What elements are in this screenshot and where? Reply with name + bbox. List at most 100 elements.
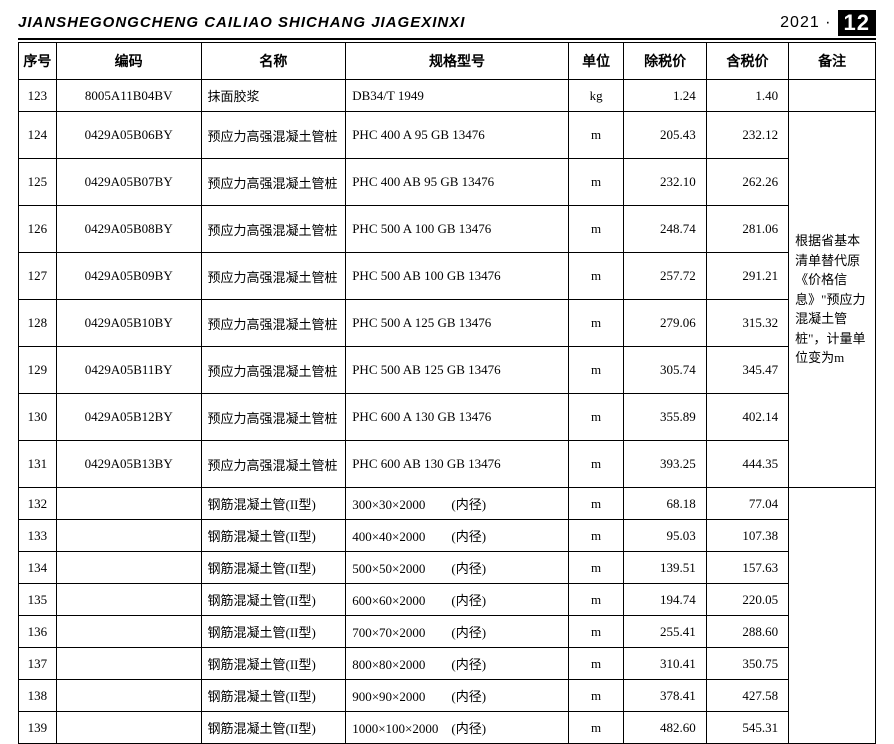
table-row: 1290429A05B11BY预应力高强混凝土管桩PHC 500 AB 125 … [19,347,876,394]
cell-seq: 135 [19,584,57,616]
cell-name: 钢筋混凝土管(II型) [201,680,346,712]
cell-unit: kg [568,80,624,112]
cell-price-ex: 95.03 [624,520,706,552]
cell-unit: m [568,488,624,520]
cell-unit: m [568,253,624,300]
cell-price-inc: 291.21 [706,253,788,300]
cell-unit: m [568,648,624,680]
col-name: 名称 [201,43,346,80]
cell-name: 钢筋混凝土管(II型) [201,648,346,680]
cell-code: 0429A05B10BY [56,300,201,347]
table-row: 1238005A11B04BV抹面胶浆DB34/T 1949kg1.241.40 [19,80,876,112]
col-seq: 序号 [19,43,57,80]
cell-price-ex: 482.60 [624,712,706,744]
cell-price-inc: 402.14 [706,394,788,441]
cell-seq: 134 [19,552,57,584]
cell-name: 钢筋混凝土管(II型) [201,712,346,744]
cell-code [56,488,201,520]
cell-name: 预应力高强混凝土管桩 [201,441,346,488]
cell-code [56,552,201,584]
cell-price-inc: 427.58 [706,680,788,712]
cell-note [789,80,876,112]
cell-price-ex: 255.41 [624,616,706,648]
col-unit: 单位 [568,43,624,80]
cell-spec: PHC 400 A 95 GB 13476 [346,112,569,159]
cell-price-ex: 378.41 [624,680,706,712]
cell-price-ex: 68.18 [624,488,706,520]
cell-unit: m [568,159,624,206]
table-row: 1270429A05B09BY预应力高强混凝土管桩PHC 500 AB 100 … [19,253,876,300]
cell-spec: 500×50×2000 (内径) [346,552,569,584]
cell-seq: 125 [19,159,57,206]
cell-seq: 127 [19,253,57,300]
header-issue: 2021 · 12 [780,10,876,36]
cell-seq: 139 [19,712,57,744]
cell-price-inc: 77.04 [706,488,788,520]
cell-seq: 124 [19,112,57,159]
cell-note [789,488,876,744]
cell-name: 钢筋混凝土管(II型) [201,552,346,584]
cell-code [56,712,201,744]
cell-seq: 133 [19,520,57,552]
cell-seq: 132 [19,488,57,520]
cell-seq: 130 [19,394,57,441]
cell-code: 8005A11B04BV [56,80,201,112]
cell-name: 钢筋混凝土管(II型) [201,488,346,520]
cell-seq: 136 [19,616,57,648]
cell-price-ex: 194.74 [624,584,706,616]
header-year: 2021 · [780,14,833,32]
cell-spec: PHC 500 AB 100 GB 13476 [346,253,569,300]
cell-seq: 123 [19,80,57,112]
cell-unit: m [568,680,624,712]
table-row: 134钢筋混凝土管(II型)500×50×2000 (内径)m139.51157… [19,552,876,584]
cell-spec: PHC 500 A 100 GB 13476 [346,206,569,253]
cell-unit: m [568,616,624,648]
cell-unit: m [568,712,624,744]
cell-spec: DB34/T 1949 [346,80,569,112]
cell-price-inc: 281.06 [706,206,788,253]
col-price-inc: 含税价 [706,43,788,80]
table-row: 139钢筋混凝土管(II型)1000×100×2000 (内径)m482.605… [19,712,876,744]
cell-code: 0429A05B12BY [56,394,201,441]
cell-price-ex: 279.06 [624,300,706,347]
cell-unit: m [568,520,624,552]
table-row: 138钢筋混凝土管(II型)900×90×2000 (内径)m378.41427… [19,680,876,712]
table-row: 1310429A05B13BY预应力高强混凝土管桩PHC 600 AB 130 … [19,441,876,488]
cell-name: 钢筋混凝土管(II型) [201,616,346,648]
cell-name: 抹面胶浆 [201,80,346,112]
cell-price-ex: 310.41 [624,648,706,680]
cell-unit: m [568,300,624,347]
cell-price-ex: 232.10 [624,159,706,206]
cell-name: 钢筋混凝土管(II型) [201,520,346,552]
table-row: 133钢筋混凝土管(II型)400×40×2000 (内径)m95.03107.… [19,520,876,552]
cell-price-ex: 248.74 [624,206,706,253]
page-header: JIANSHEGONGCHENG CAILIAO SHICHANG JIAGEX… [18,10,876,40]
cell-spec: PHC 500 AB 125 GB 13476 [346,347,569,394]
header-issue-number: 12 [838,10,876,36]
cell-code: 0429A05B07BY [56,159,201,206]
cell-name: 预应力高强混凝土管桩 [201,112,346,159]
cell-seq: 128 [19,300,57,347]
cell-price-inc: 220.05 [706,584,788,616]
cell-price-inc: 232.12 [706,112,788,159]
cell-price-inc: 350.75 [706,648,788,680]
cell-unit: m [568,112,624,159]
cell-name: 钢筋混凝土管(II型) [201,584,346,616]
cell-spec: 600×60×2000 (内径) [346,584,569,616]
cell-seq: 126 [19,206,57,253]
table-row: 1240429A05B06BY预应力高强混凝土管桩PHC 400 A 95 GB… [19,112,876,159]
col-note: 备注 [789,43,876,80]
cell-price-ex: 1.24 [624,80,706,112]
cell-unit: m [568,394,624,441]
cell-seq: 131 [19,441,57,488]
cell-spec: PHC 600 AB 130 GB 13476 [346,441,569,488]
cell-spec: 800×80×2000 (内径) [346,648,569,680]
cell-spec: 900×90×2000 (内径) [346,680,569,712]
cell-name: 预应力高强混凝土管桩 [201,206,346,253]
cell-unit: m [568,584,624,616]
col-code: 编码 [56,43,201,80]
cell-code [56,616,201,648]
cell-price-inc: 545.31 [706,712,788,744]
cell-spec: 300×30×2000 (内径) [346,488,569,520]
cell-price-ex: 393.25 [624,441,706,488]
